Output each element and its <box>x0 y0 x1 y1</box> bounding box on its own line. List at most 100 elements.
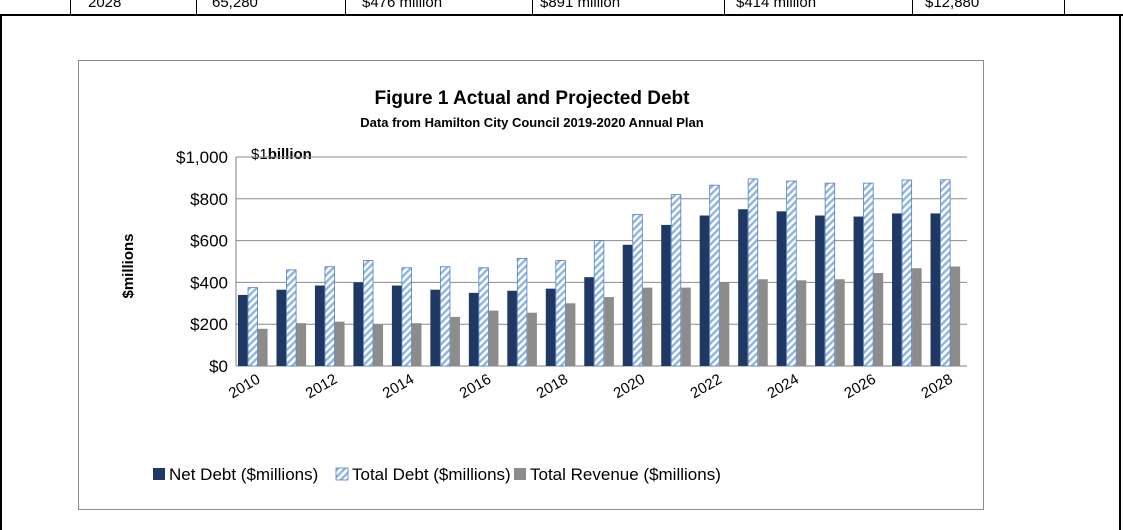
table-cell-net-debt: $476 million <box>362 0 443 11</box>
bar-total-debt-2019 <box>593 240 605 367</box>
debt-chart: Figure 1 Actual and Projected Debt Data … <box>120 88 967 484</box>
bar-total-revenue-2022 <box>719 282 730 366</box>
bar-total-debt-2012 <box>324 266 335 367</box>
table-strip: 2028 65,280 $476 million $891 million $4… <box>0 0 1123 16</box>
bar-total-revenue-2025 <box>835 279 845 366</box>
table-cell-total-debt: $891 million <box>540 0 621 11</box>
x-tick-label: 2014 <box>380 371 417 402</box>
x-tick-label: 2026 <box>841 371 878 402</box>
x-tick-label: 2012 <box>303 371 340 402</box>
bar-total-revenue-2012 <box>334 321 345 366</box>
bar-total-revenue-2010 <box>258 328 268 366</box>
bar-net-debt-2015 <box>430 289 440 366</box>
bar-net-debt-2013 <box>353 282 364 366</box>
billion-annotation: $1billion <box>251 146 312 163</box>
bar-total-debt-2017 <box>516 257 528 367</box>
bar-total-debt-2023 <box>747 178 759 367</box>
bar-net-debt-2021 <box>661 224 671 366</box>
x-tick-labels: 2010 2012 2014 2016 2018 2020 2022 2024 2026 2028 <box>226 371 956 402</box>
bar-net-debt-2026 <box>853 216 864 366</box>
y-tick-label: $400 <box>190 273 228 292</box>
table-divider <box>70 0 71 14</box>
y-tick-label: $1,000 <box>176 148 228 167</box>
bar-total-debt-2015 <box>439 266 451 367</box>
table-divider <box>196 0 197 14</box>
bar-net-debt-2024 <box>776 211 787 366</box>
bar-total-revenue-2011 <box>296 323 307 366</box>
bar-net-debt-2025 <box>815 215 825 366</box>
chart-subtitle: Data from Hamilton City Council 2019-202… <box>360 115 703 130</box>
annotation-bold: billion <box>268 146 312 163</box>
bar-total-debt-2026 <box>863 182 874 367</box>
legend-label: Net Debt ($millions) <box>169 465 318 484</box>
bar-total-debt-2024 <box>786 180 797 367</box>
bar-total-revenue-2026 <box>873 272 884 366</box>
bar-net-debt-2022 <box>699 215 710 366</box>
table-divider <box>724 0 725 14</box>
annotation-prefix: $1 <box>251 146 268 163</box>
bar-net-debt-2019 <box>584 277 594 366</box>
y-tick-label: $200 <box>190 315 228 334</box>
x-tick-label: 2016 <box>457 371 494 402</box>
bar-total-revenue-2028 <box>950 266 961 366</box>
table-cell-population: 65,280 <box>212 0 258 11</box>
x-tick-label: 2010 <box>226 371 263 402</box>
bar-net-debt-2023 <box>738 209 748 366</box>
bar-total-revenue-2027 <box>912 268 922 366</box>
bar-net-debt-2018 <box>545 288 556 366</box>
bar-net-debt-2011 <box>276 289 287 366</box>
legend-swatch <box>153 468 165 480</box>
table-divider <box>345 0 346 14</box>
bar-total-debt-2025 <box>824 182 836 367</box>
table-divider <box>912 0 913 14</box>
bars <box>238 178 961 367</box>
bar-net-debt-2027 <box>892 213 902 366</box>
x-tick-label: 2018 <box>534 371 571 402</box>
bar-net-debt-2017 <box>507 290 517 366</box>
x-tick-label: 2028 <box>918 371 955 402</box>
bar-total-revenue-2015 <box>450 316 460 366</box>
legend-swatch <box>335 467 349 481</box>
y-tick-label: $600 <box>190 232 228 251</box>
figure-frame: Figure 1 Actual and Projected Debt Data … <box>0 15 1121 530</box>
table-cell-revenue: $414 million <box>736 0 817 11</box>
bar-net-debt-2016 <box>468 292 479 366</box>
bar-total-debt-2010 <box>247 287 259 367</box>
bar-net-debt-2010 <box>238 294 248 366</box>
legend-label: Total Revenue ($millions) <box>530 465 721 484</box>
chart-title: Figure 1 Actual and Projected Debt <box>375 88 691 109</box>
bar-total-revenue-2021 <box>681 287 691 366</box>
bar-total-debt-2016 <box>478 267 489 367</box>
legend-swatch <box>514 468 526 480</box>
table-divider <box>1064 0 1065 14</box>
x-tick-label: 2024 <box>764 371 801 402</box>
y-tick-label: $0 <box>209 357 228 376</box>
bar-total-revenue-2018 <box>565 303 576 366</box>
x-tick-label: 2020 <box>611 371 648 402</box>
bar-total-revenue-2017 <box>527 312 537 366</box>
bar-total-debt-2027 <box>901 179 913 367</box>
bar-total-debt-2011 <box>286 269 297 367</box>
bar-total-debt-2028 <box>940 179 951 367</box>
y-tick-labels: $0 $200 $400 $600 $800 $1,000 <box>176 148 228 376</box>
bar-net-debt-2014 <box>391 285 402 366</box>
bar-net-debt-2012 <box>314 285 325 366</box>
x-tick-label: 2022 <box>688 371 725 402</box>
bar-total-revenue-2023 <box>758 279 768 366</box>
y-axis-label: $millions <box>120 233 137 298</box>
bar-total-revenue-2014 <box>411 323 422 366</box>
bar-total-debt-2014 <box>401 267 412 367</box>
bar-total-revenue-2024 <box>796 280 807 366</box>
bar-total-debt-2022 <box>709 184 720 367</box>
table-cell-per-capita: $12,880 <box>925 0 980 11</box>
table-divider <box>532 0 533 14</box>
bar-net-debt-2020 <box>622 244 633 366</box>
bar-net-debt-2028 <box>930 213 941 366</box>
table-cell-year: 2028 <box>88 0 122 11</box>
chart-area: Figure 1 Actual and Projected Debt Data … <box>78 60 984 510</box>
bar-total-revenue-2013 <box>373 324 384 366</box>
legend-label: Total Debt ($millions) <box>352 465 511 484</box>
legend: Net Debt ($millions) Total Debt ($million… <box>153 465 721 484</box>
bar-total-revenue-2020 <box>642 287 653 366</box>
y-tick-label: $800 <box>190 190 228 209</box>
